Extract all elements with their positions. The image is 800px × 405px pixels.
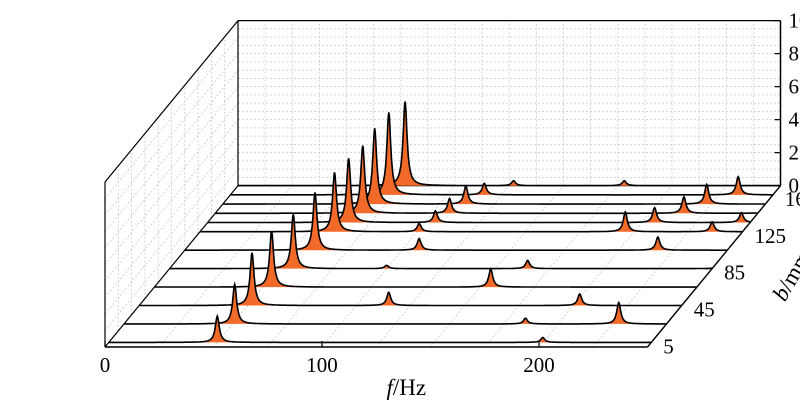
grid-line	[375, 185, 510, 348]
grid-line	[538, 185, 673, 348]
trace-line-b125	[200, 172, 743, 233]
x-axis-title: f/Hz	[386, 375, 426, 400]
trace-line-b105	[184, 192, 728, 251]
trace-line-b175	[238, 101, 781, 187]
chart-traces	[108, 101, 781, 344]
trace-line-b25	[124, 281, 667, 325]
x-tick-label: 0	[100, 353, 111, 377]
trace-line-b135	[207, 158, 751, 224]
z-tick-label: 45	[694, 298, 715, 322]
x-tick-label: 200	[523, 353, 555, 377]
grid-line	[592, 185, 727, 348]
grid-line	[104, 102, 239, 265]
z-axis-title: b/mm	[768, 246, 800, 305]
trace-line-b155	[222, 128, 766, 205]
chart-labels: 0100200024681054585125165f/HzV/Vb/mm	[100, 9, 800, 400]
grid-line	[484, 185, 619, 348]
z-tick-label: 165	[785, 187, 800, 211]
chart-walls	[104, 20, 782, 348]
trace-line-b5	[108, 313, 652, 344]
trace-line-b45	[139, 252, 682, 307]
grid-line	[104, 69, 239, 232]
trace-fill-b5	[108, 316, 652, 343]
y-tick-label: 4	[789, 108, 800, 132]
z-tick-label: 85	[724, 261, 745, 285]
grid-line	[267, 185, 402, 348]
grid-line	[104, 86, 239, 249]
grid-line	[104, 119, 239, 282]
trace-line-b145	[215, 145, 758, 215]
grid-line	[430, 185, 564, 348]
axis-edge	[104, 20, 239, 183]
trace-line-b65	[154, 230, 697, 288]
trace-fill-b65	[154, 231, 697, 288]
y-tick-label: 6	[789, 75, 800, 99]
trace-fill-b45	[139, 252, 682, 306]
trace-line-b85	[169, 214, 713, 270]
x-tick-label: 100	[306, 353, 338, 377]
grid-line	[158, 185, 293, 348]
trace-line-b165	[230, 112, 773, 196]
y-tick-label: 0	[789, 174, 800, 198]
chart-axes	[104, 20, 782, 348]
z-tick-label: 125	[755, 224, 787, 248]
y-tick-label: 8	[789, 42, 800, 66]
trace-fill-b155	[222, 128, 766, 205]
z-axis-line	[646, 185, 782, 348]
z-tick-label: 5	[663, 334, 674, 358]
trace-fill-b165	[230, 112, 773, 195]
y-tick-label: 10	[789, 9, 800, 33]
y-tick-label: 2	[789, 141, 800, 165]
